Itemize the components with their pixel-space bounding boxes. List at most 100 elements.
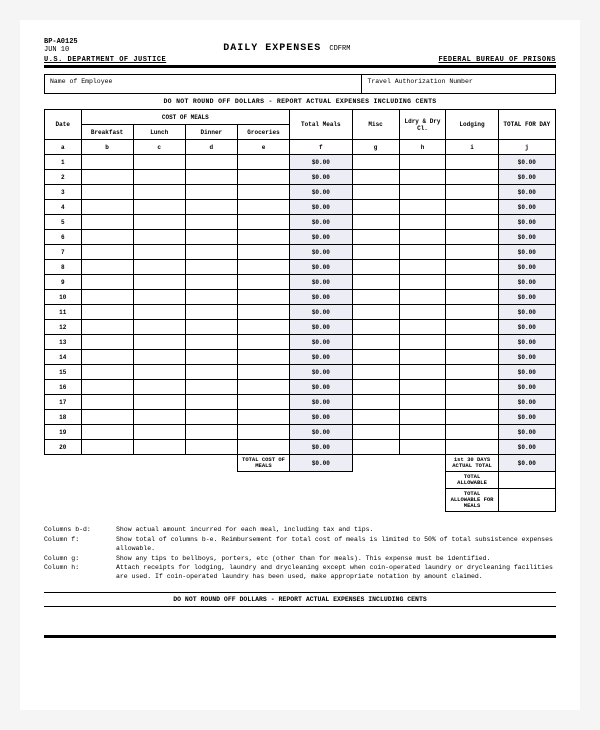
cell-breakfast[interactable]: [81, 200, 133, 215]
cell-lodging[interactable]: [446, 290, 498, 305]
cell-lunch[interactable]: [133, 275, 185, 290]
cell-groceries[interactable]: [237, 425, 289, 440]
cell-lodging[interactable]: [446, 155, 498, 170]
cell-lunch[interactable]: [133, 425, 185, 440]
cell-misc[interactable]: [352, 350, 399, 365]
cell-lodging[interactable]: [446, 230, 498, 245]
cell-breakfast[interactable]: [81, 440, 133, 455]
cell-ldry[interactable]: [399, 275, 446, 290]
cell-groceries[interactable]: [237, 380, 289, 395]
cell-lodging[interactable]: [446, 185, 498, 200]
cell-misc[interactable]: [352, 215, 399, 230]
cell-breakfast[interactable]: [81, 365, 133, 380]
cell-ldry[interactable]: [399, 230, 446, 245]
cell-ldry[interactable]: [399, 395, 446, 410]
cell-ldry[interactable]: [399, 320, 446, 335]
cell-dinner[interactable]: [185, 230, 237, 245]
cell-misc[interactable]: [352, 290, 399, 305]
cell-groceries[interactable]: [237, 170, 289, 185]
cell-dinner[interactable]: [185, 395, 237, 410]
cell-ldry[interactable]: [399, 380, 446, 395]
cell-groceries[interactable]: [237, 275, 289, 290]
cell-breakfast[interactable]: [81, 155, 133, 170]
cell-groceries[interactable]: [237, 200, 289, 215]
cell-lunch[interactable]: [133, 350, 185, 365]
cell-lunch[interactable]: [133, 260, 185, 275]
cell-dinner[interactable]: [185, 335, 237, 350]
cell-lunch[interactable]: [133, 290, 185, 305]
cell-groceries[interactable]: [237, 320, 289, 335]
cell-dinner[interactable]: [185, 275, 237, 290]
cell-ldry[interactable]: [399, 245, 446, 260]
cell-misc[interactable]: [352, 395, 399, 410]
cell-misc[interactable]: [352, 440, 399, 455]
allowable-value[interactable]: [498, 472, 555, 489]
cell-breakfast[interactable]: [81, 425, 133, 440]
cell-groceries[interactable]: [237, 245, 289, 260]
cell-lodging[interactable]: [446, 215, 498, 230]
cell-dinner[interactable]: [185, 245, 237, 260]
cell-misc[interactable]: [352, 320, 399, 335]
cell-lodging[interactable]: [446, 260, 498, 275]
cell-lunch[interactable]: [133, 245, 185, 260]
cell-groceries[interactable]: [237, 440, 289, 455]
cell-dinner[interactable]: [185, 365, 237, 380]
cell-lodging[interactable]: [446, 380, 498, 395]
cell-ldry[interactable]: [399, 350, 446, 365]
cell-lodging[interactable]: [446, 245, 498, 260]
cell-groceries[interactable]: [237, 335, 289, 350]
cell-lunch[interactable]: [133, 440, 185, 455]
cell-misc[interactable]: [352, 200, 399, 215]
cell-breakfast[interactable]: [81, 350, 133, 365]
cell-dinner[interactable]: [185, 350, 237, 365]
cell-dinner[interactable]: [185, 380, 237, 395]
cell-breakfast[interactable]: [81, 260, 133, 275]
cell-lodging[interactable]: [446, 365, 498, 380]
cell-lodging[interactable]: [446, 425, 498, 440]
cell-groceries[interactable]: [237, 290, 289, 305]
cell-misc[interactable]: [352, 410, 399, 425]
travel-auth-field[interactable]: Travel Authorization Number: [361, 74, 556, 94]
cell-groceries[interactable]: [237, 395, 289, 410]
cell-ldry[interactable]: [399, 365, 446, 380]
cell-dinner[interactable]: [185, 410, 237, 425]
cell-ldry[interactable]: [399, 305, 446, 320]
cell-breakfast[interactable]: [81, 185, 133, 200]
cell-ldry[interactable]: [399, 200, 446, 215]
cell-lunch[interactable]: [133, 320, 185, 335]
cell-ldry[interactable]: [399, 335, 446, 350]
cell-lunch[interactable]: [133, 185, 185, 200]
cell-misc[interactable]: [352, 185, 399, 200]
cell-ldry[interactable]: [399, 425, 446, 440]
cell-lodging[interactable]: [446, 200, 498, 215]
cell-lodging[interactable]: [446, 170, 498, 185]
cell-misc[interactable]: [352, 335, 399, 350]
cell-ldry[interactable]: [399, 440, 446, 455]
cell-lunch[interactable]: [133, 335, 185, 350]
cell-breakfast[interactable]: [81, 395, 133, 410]
cell-groceries[interactable]: [237, 410, 289, 425]
cell-misc[interactable]: [352, 170, 399, 185]
cell-lunch[interactable]: [133, 170, 185, 185]
cell-lunch[interactable]: [133, 410, 185, 425]
cell-breakfast[interactable]: [81, 170, 133, 185]
cell-lodging[interactable]: [446, 440, 498, 455]
cell-ldry[interactable]: [399, 155, 446, 170]
cell-misc[interactable]: [352, 425, 399, 440]
cell-misc[interactable]: [352, 230, 399, 245]
cell-groceries[interactable]: [237, 350, 289, 365]
cell-ldry[interactable]: [399, 170, 446, 185]
cell-misc[interactable]: [352, 245, 399, 260]
cell-dinner[interactable]: [185, 260, 237, 275]
cell-breakfast[interactable]: [81, 275, 133, 290]
cell-dinner[interactable]: [185, 185, 237, 200]
cell-lodging[interactable]: [446, 335, 498, 350]
cell-lodging[interactable]: [446, 350, 498, 365]
cell-lodging[interactable]: [446, 395, 498, 410]
cell-breakfast[interactable]: [81, 290, 133, 305]
cell-dinner[interactable]: [185, 200, 237, 215]
cell-misc[interactable]: [352, 305, 399, 320]
cell-groceries[interactable]: [237, 185, 289, 200]
cell-ldry[interactable]: [399, 290, 446, 305]
cell-lunch[interactable]: [133, 395, 185, 410]
